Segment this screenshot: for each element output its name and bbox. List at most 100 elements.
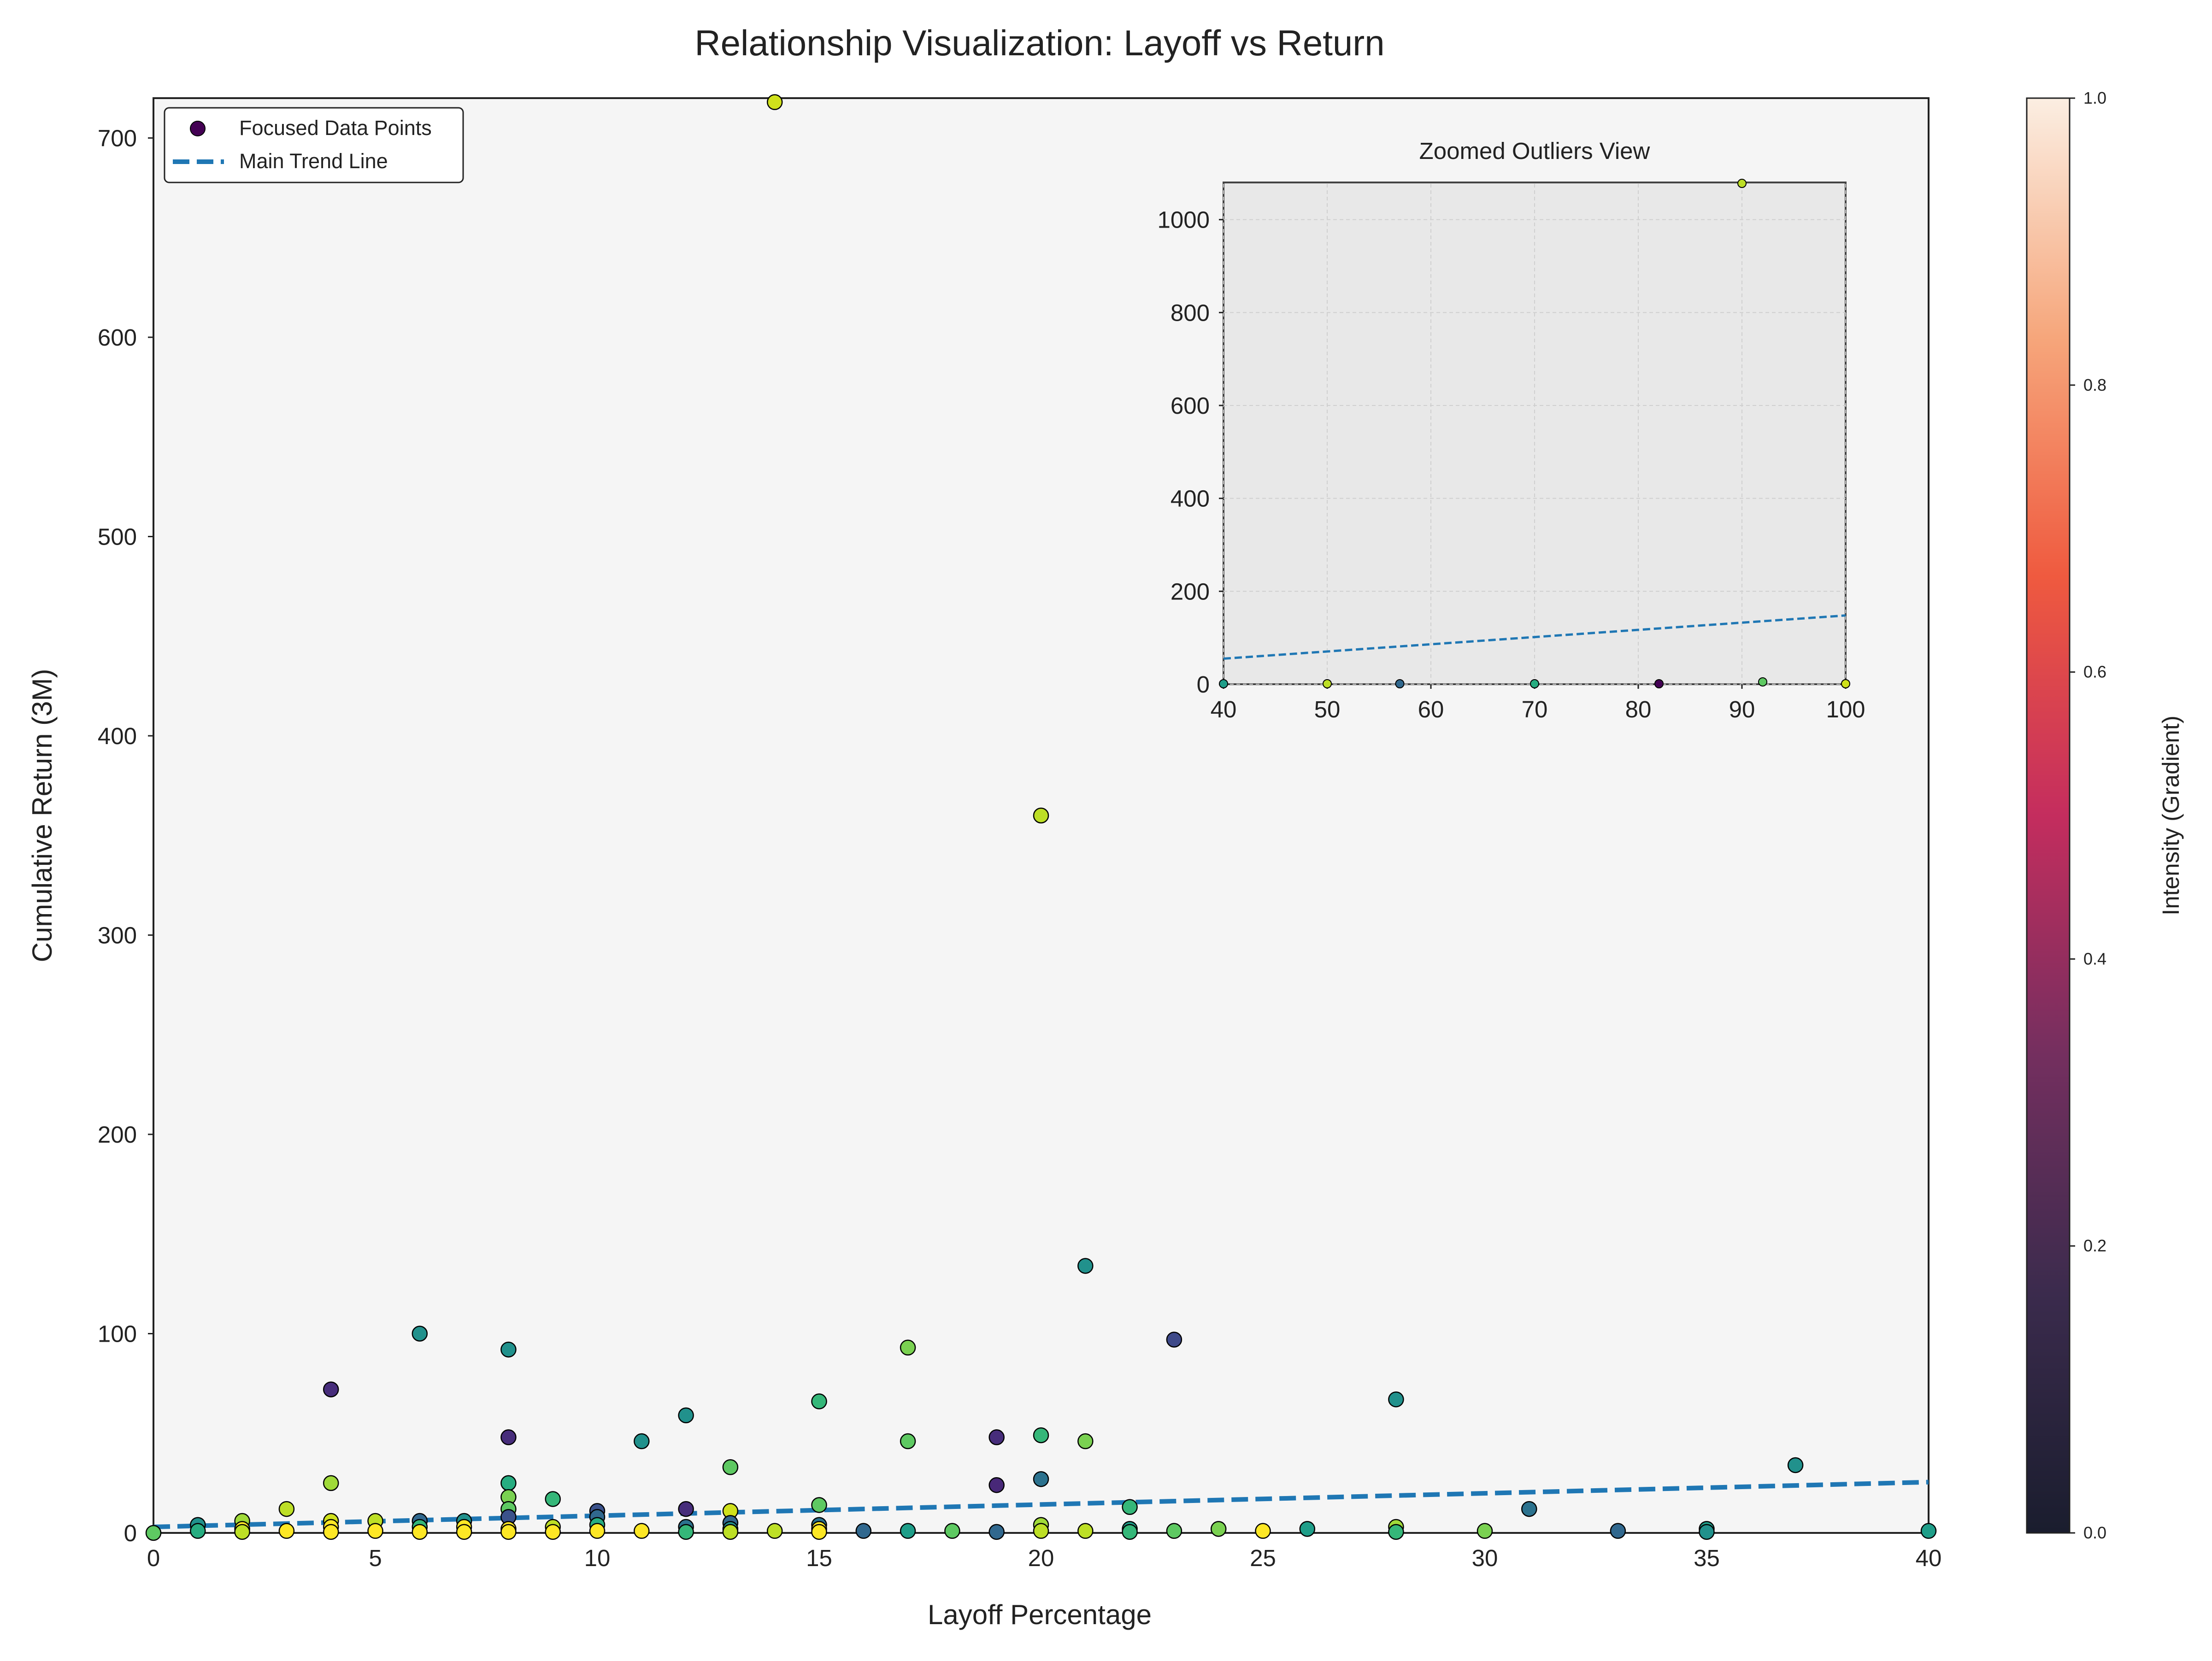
trend-line <box>153 1479 1929 1530</box>
colorbar-tick-label: 0.0 <box>2083 1523 2106 1542</box>
data-point <box>1210 1521 1227 1537</box>
inset-data-point <box>1737 179 1747 188</box>
data-point <box>1920 1523 1937 1539</box>
data-point <box>367 1523 383 1539</box>
colorbar-tick-label: 0.6 <box>2083 663 2106 681</box>
data-point <box>900 1523 916 1539</box>
x-tick-label: 10 <box>584 1545 611 1571</box>
data-point <box>1077 1258 1094 1274</box>
colorbar-ticks: 0.0 0.2 0.4 0.6 0.8 1.0 <box>2070 88 2106 1542</box>
inset-trend-line-path <box>1224 614 1846 660</box>
data-point <box>678 1407 694 1424</box>
x-tick-label: 5 <box>369 1545 382 1571</box>
data-point <box>1077 1523 1094 1539</box>
data-point <box>1255 1523 1271 1539</box>
data-point <box>500 1429 517 1445</box>
data-point <box>1122 1524 1138 1540</box>
data-point <box>456 1524 472 1540</box>
x-tick-label: 25 <box>1250 1545 1276 1571</box>
data-point <box>323 1381 339 1397</box>
data-point <box>1388 1391 1404 1408</box>
inset-plot-area <box>1223 182 1847 685</box>
inset-x-tick-label: 40 <box>1211 696 1237 722</box>
inset-x-tick-label: 100 <box>1826 696 1865 722</box>
inset-y-tick-label: 0 <box>1197 671 1210 698</box>
data-point <box>500 1341 517 1358</box>
inset-data-point <box>1530 679 1539 688</box>
data-point <box>988 1477 1005 1493</box>
inset-x-tick-label: 90 <box>1729 696 1755 722</box>
legend-label-points: Focused Data Points <box>239 116 432 140</box>
y-tick-label: 600 <box>98 324 137 351</box>
data-point <box>1299 1521 1316 1537</box>
data-point <box>944 1523 960 1539</box>
inset-y-tick-label: 1000 <box>1158 207 1210 233</box>
colorbar-label: Intensity (Gradient) <box>2158 716 2184 916</box>
data-point <box>500 1524 517 1540</box>
legend-label-trend: Main Trend Line <box>239 149 388 173</box>
inset-y-tick-label: 600 <box>1171 393 1210 419</box>
x-tick-label: 30 <box>1472 1545 1498 1571</box>
x-tick-label: 15 <box>806 1545 832 1571</box>
inset-y-tick-label: 400 <box>1171 486 1210 512</box>
inset-trend-line <box>1224 614 1846 660</box>
data-point <box>722 1459 739 1475</box>
data-point <box>145 1525 162 1541</box>
inset-y-tick-label: 800 <box>1171 299 1210 326</box>
colorbar-tick-label: 1.0 <box>2083 88 2106 107</box>
data-point <box>278 1501 295 1517</box>
data-point <box>766 1523 783 1539</box>
data-point <box>500 1475 517 1491</box>
data-point <box>1610 1523 1626 1539</box>
data-point <box>545 1491 561 1507</box>
data-point <box>766 94 783 110</box>
data-point <box>412 1326 428 1342</box>
data-point <box>678 1524 694 1540</box>
data-point <box>1166 1332 1182 1348</box>
main-trend-line <box>153 1479 1929 1530</box>
data-point <box>1787 1457 1804 1473</box>
data-point <box>988 1429 1005 1445</box>
inset-x-tick-label: 70 <box>1522 696 1548 722</box>
data-point <box>900 1433 916 1450</box>
data-point <box>634 1523 650 1539</box>
data-point <box>1122 1499 1138 1515</box>
legend: Focused Data Points Main Trend Line <box>164 107 464 183</box>
data-point <box>900 1339 916 1356</box>
inset-data-point <box>1219 679 1228 688</box>
inset-y-tick-label: 200 <box>1171 578 1210 605</box>
inset-x-tick-label: 60 <box>1418 696 1444 722</box>
inset-title: Zoomed Outliers View <box>1419 138 1650 164</box>
data-point <box>988 1524 1005 1540</box>
chart-title: Relationship Visualization: Layoff vs Re… <box>694 23 1384 63</box>
data-point <box>1521 1501 1537 1517</box>
data-point <box>190 1523 206 1539</box>
data-point <box>678 1501 694 1517</box>
colorbar-tick-label: 0.2 <box>2083 1236 2106 1255</box>
data-point <box>323 1524 339 1540</box>
inset-data-point <box>1758 677 1767 687</box>
data-point <box>589 1523 606 1539</box>
data-point <box>722 1524 739 1540</box>
y-tick-label: 300 <box>98 922 137 949</box>
inset-data-point <box>1654 679 1664 688</box>
data-point <box>545 1524 561 1540</box>
data-point <box>1033 1523 1049 1539</box>
y-tick-label: 200 <box>98 1121 137 1148</box>
data-point <box>1166 1523 1182 1539</box>
data-point <box>412 1524 428 1540</box>
x-tick-label: 40 <box>1916 1545 1942 1571</box>
data-point <box>323 1475 339 1491</box>
data-point <box>1388 1524 1404 1540</box>
y-tick-label: 0 <box>124 1520 137 1546</box>
x-tick-label: 0 <box>147 1545 160 1571</box>
data-point <box>278 1523 295 1539</box>
inset-data-point <box>1841 679 1850 688</box>
inset-data-point <box>1395 679 1405 688</box>
colorbar <box>2026 97 2071 1534</box>
data-point <box>1477 1523 1493 1539</box>
y-axis-label: Cumulative Return (3M) <box>27 669 58 963</box>
x-axis-label: Layoff Percentage <box>928 1599 1152 1630</box>
